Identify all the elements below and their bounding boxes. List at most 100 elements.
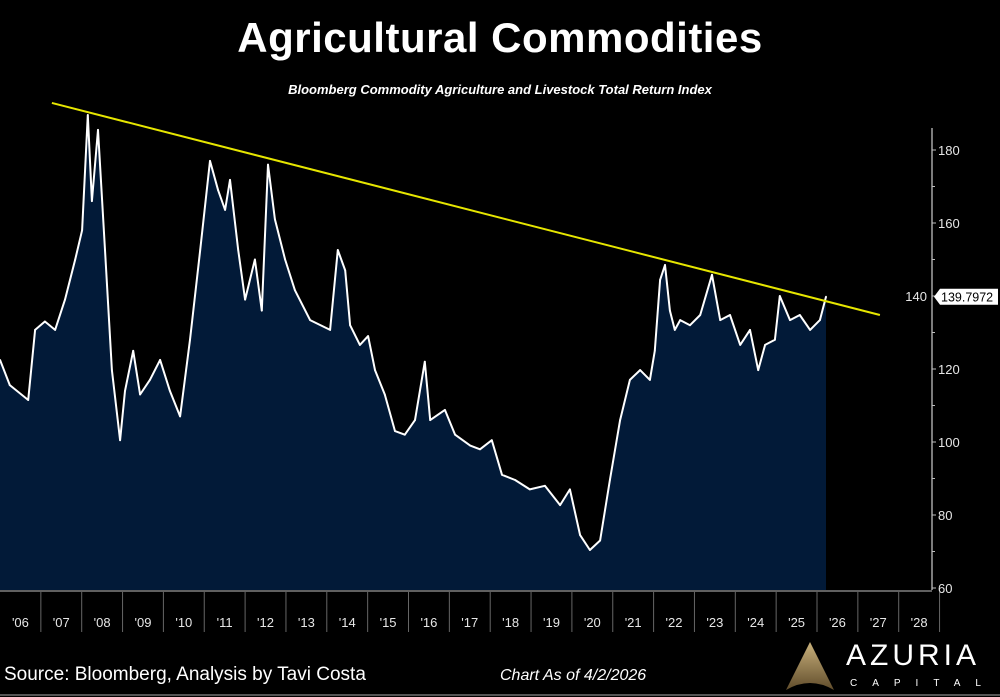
data-point — [649, 379, 651, 381]
logo-fan-icon — [786, 642, 834, 690]
data-point — [34, 329, 36, 331]
data-point — [244, 298, 247, 301]
data-point — [559, 504, 561, 506]
data-point — [169, 390, 171, 392]
y-tick-label: 60 — [938, 581, 952, 596]
logo-name: AZURIA — [846, 639, 981, 672]
logo-subtitle: CAPITAL — [850, 678, 996, 689]
data-point — [267, 163, 269, 166]
data-point — [86, 114, 89, 116]
data-point — [414, 419, 416, 421]
data-point — [454, 433, 456, 436]
data-point — [479, 448, 481, 451]
x-tick-label: '13 — [298, 615, 315, 630]
x-tick-label: '18 — [502, 615, 519, 630]
data-point — [139, 393, 142, 396]
data-point — [224, 209, 227, 211]
x-tick-label: '15 — [380, 615, 397, 630]
data-point — [229, 179, 231, 181]
data-point — [809, 329, 811, 331]
chart-title: Agricultural Commodities — [237, 14, 763, 61]
data-point — [429, 419, 432, 421]
data-point — [679, 319, 682, 321]
data-point — [274, 218, 276, 221]
data-point — [149, 379, 151, 381]
x-tick-label: '28 — [911, 615, 928, 630]
x-tick-label: '19 — [543, 615, 560, 630]
data-point — [44, 320, 46, 323]
data-point — [179, 415, 182, 418]
data-point — [8, 384, 11, 386]
data-point — [64, 298, 66, 301]
data-point — [825, 295, 827, 298]
data-point — [111, 369, 113, 371]
y-tick-label: 140 — [905, 289, 927, 304]
data-point — [619, 419, 621, 421]
data-point — [789, 319, 791, 321]
data-point — [579, 534, 581, 536]
data-point — [119, 439, 121, 442]
data-point — [774, 338, 776, 341]
data-point — [97, 129, 99, 131]
data-point — [91, 200, 93, 203]
data-point — [336, 249, 339, 251]
data-point — [639, 369, 641, 371]
data-point — [209, 160, 211, 162]
x-tick-label: '21 — [625, 615, 642, 630]
data-point — [469, 444, 472, 447]
data-point — [74, 258, 77, 261]
data-point — [0, 359, 1, 361]
data-point — [490, 439, 493, 442]
x-tick-label: '27 — [870, 615, 887, 630]
x-tick-label: '07 — [53, 615, 70, 630]
series-area — [0, 115, 826, 590]
data-point — [699, 314, 702, 316]
data-point — [349, 324, 351, 327]
data-point — [254, 258, 256, 261]
data-point — [81, 229, 83, 232]
x-tick-label: '20 — [584, 615, 601, 630]
data-point — [54, 329, 56, 331]
last-value-flag — [934, 288, 998, 305]
x-tick-label: '09 — [134, 615, 151, 630]
data-point — [653, 349, 656, 352]
y-tick-label: 100 — [938, 435, 960, 450]
data-point — [394, 430, 396, 432]
chart-subtitle: Bloomberg Commodity Agriculture and Live… — [288, 82, 712, 97]
data-point — [609, 479, 611, 481]
data-point — [132, 349, 135, 352]
x-tick-label: '16 — [420, 615, 437, 630]
data-point — [669, 309, 671, 312]
y-tick-label: 160 — [938, 216, 960, 231]
data-point — [104, 249, 106, 251]
data-point — [749, 329, 751, 331]
x-tick-label: '24 — [747, 615, 764, 630]
data-point — [764, 344, 766, 346]
data-point — [798, 314, 801, 316]
data-point — [374, 369, 376, 371]
data-point — [403, 433, 406, 436]
data-point — [189, 338, 191, 341]
x-tick-label: '08 — [94, 615, 111, 630]
data-point — [159, 359, 162, 361]
data-point — [27, 399, 30, 401]
x-tick-label: '11 — [217, 615, 233, 630]
data-point — [260, 309, 263, 312]
data-point — [819, 319, 821, 321]
data-point — [689, 324, 691, 327]
azuria-logo: AZURIA CAPITAL — [780, 640, 990, 694]
data-point — [664, 264, 666, 266]
data-point — [589, 549, 591, 551]
x-tick-label: '17 — [461, 615, 478, 630]
data-point — [344, 269, 347, 272]
x-tick-label: '14 — [339, 615, 356, 630]
y-tick-label: 120 — [938, 362, 960, 377]
data-point — [423, 360, 426, 363]
data-point — [729, 314, 731, 316]
data-point — [778, 295, 781, 297]
data-point — [367, 335, 369, 337]
data-point — [711, 273, 713, 276]
y-tick-label: 80 — [938, 508, 952, 523]
as-of-date: Chart As of 4/2/2026 — [500, 667, 647, 684]
x-tick-label: '23 — [706, 615, 723, 630]
